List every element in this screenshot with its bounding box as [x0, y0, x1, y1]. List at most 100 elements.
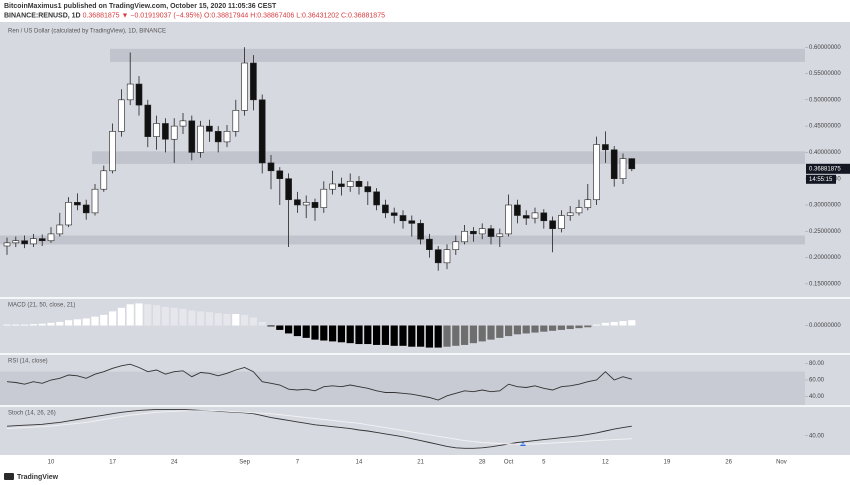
macd-bar	[346, 325, 354, 344]
candle-body	[417, 223, 424, 240]
candle-body	[258, 99, 266, 164]
x-tick-label: 10	[48, 460, 55, 466]
header-author: BitcoinMaximus1 published on TradingView…	[4, 3, 277, 10]
macd-bar	[232, 314, 240, 326]
candle-body	[135, 83, 143, 106]
macd-bar	[593, 324, 601, 326]
x-tick-label: 28	[479, 460, 486, 466]
candle-body	[179, 120, 187, 127]
macd-bar	[505, 325, 513, 337]
candle-body	[382, 204, 389, 214]
x-tick-label: 24	[171, 460, 178, 466]
macd-bar	[56, 321, 64, 326]
x-tick-label: 21	[417, 460, 424, 466]
candle-body	[329, 183, 336, 190]
candle-body	[628, 158, 636, 170]
candle-body	[276, 170, 284, 179]
indicator-title: MACD (21, 50, close, 21)	[8, 303, 75, 309]
macd-bar	[478, 325, 486, 342]
macd-bar	[381, 325, 389, 345]
macd-bar	[144, 304, 152, 326]
header-high: H:0.38867406	[250, 12, 294, 19]
macd-bar	[276, 325, 284, 330]
macd-bar	[91, 316, 99, 326]
candle-body	[47, 233, 55, 242]
macd-bar	[566, 325, 574, 330]
candle-body	[522, 215, 530, 219]
logo-icon	[4, 473, 14, 480]
macd-bar	[21, 324, 29, 326]
macd-bar	[337, 325, 345, 343]
macd-bar	[531, 325, 539, 333]
macd-bar	[82, 318, 90, 326]
macd-bar	[540, 325, 548, 332]
macd-bar	[161, 306, 169, 326]
macd-bar	[355, 325, 363, 345]
candle-body	[619, 158, 627, 179]
candle-body	[170, 125, 178, 140]
candle-body	[338, 183, 345, 187]
macd-bar	[12, 324, 20, 326]
candle-body	[364, 186, 372, 193]
candle-body	[346, 181, 354, 187]
macd-bar	[329, 325, 337, 342]
candle-body	[558, 215, 565, 229]
support-resistance-zone	[0, 235, 805, 245]
macd-bar	[417, 325, 425, 347]
crossover-marker	[520, 441, 526, 446]
x-tick-label: 19	[664, 460, 671, 466]
candle-body	[514, 204, 521, 216]
countdown-label: 14:55:15	[809, 177, 833, 183]
macd-bar	[461, 325, 469, 345]
x-tick-label: 5	[542, 460, 546, 466]
header-low: L:0.36431202	[296, 12, 339, 19]
x-tick-label: Nov	[776, 460, 787, 466]
macd-bar	[47, 322, 55, 326]
macd-bar	[425, 325, 433, 348]
candle-body	[162, 123, 169, 140]
macd-bar	[628, 320, 636, 326]
support-resistance-zone	[110, 48, 805, 62]
x-tick-label: 12	[602, 460, 609, 466]
macd-bar	[557, 325, 565, 330]
macd-bar	[584, 325, 592, 328]
x-tick-label: 14	[356, 460, 363, 466]
indicator-title: RSI (14, close)	[8, 359, 48, 365]
indicator-line	[6, 408, 632, 449]
x-tick-label: 17	[109, 460, 116, 466]
header-symbol: BINANCE:RENUSD, 1D	[4, 12, 81, 19]
candle-body	[566, 212, 574, 216]
y-tick-label: 40.00	[809, 394, 825, 400]
x-tick-label: 7	[296, 460, 300, 466]
chart-title: Ren / US Dollar (calculated by TradingVi…	[8, 29, 166, 35]
macd-bar	[170, 307, 178, 326]
candle-body	[82, 204, 90, 214]
candle-body	[602, 144, 609, 151]
candle-body	[100, 170, 108, 190]
macd-bar	[302, 325, 310, 338]
macd-bar	[496, 325, 504, 338]
macd-bar	[434, 325, 442, 348]
candle-body	[470, 230, 477, 235]
candle-body	[232, 110, 240, 132]
x-tick-label: Oct	[504, 460, 514, 466]
candle-body	[426, 238, 433, 250]
band	[0, 371, 805, 405]
candle-body	[74, 202, 81, 206]
candle-body	[91, 188, 99, 214]
y-tick-label: 0.00000000	[809, 323, 841, 329]
macd-bar	[197, 311, 205, 326]
candle-body	[206, 125, 213, 132]
macd-bar	[214, 313, 222, 326]
macd-bar	[3, 324, 11, 326]
macd-bar	[601, 322, 609, 326]
macd-bar	[293, 325, 301, 337]
y-tick-label: 0.40000000	[809, 150, 841, 156]
candle-body	[21, 240, 28, 245]
macd-bar	[373, 325, 381, 345]
candle-body	[584, 199, 592, 208]
macd-bar	[522, 325, 530, 334]
macd-bar	[443, 325, 451, 347]
macd-bar	[487, 325, 495, 340]
